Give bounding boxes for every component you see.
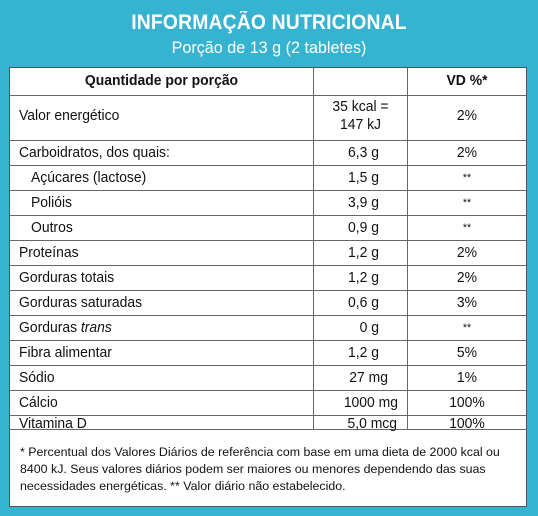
nutrient-name: Outros xyxy=(31,220,73,236)
nutrient-amount: 3,9 g xyxy=(348,195,379,211)
nutrient-vd: 5% xyxy=(456,345,478,361)
nutrient-name: Polióis xyxy=(31,195,73,211)
nutrient-vd: ** xyxy=(462,322,472,334)
header-vd: VD %* xyxy=(446,73,488,89)
nutrient-vd: 3% xyxy=(456,295,478,311)
nutrient-name: Gorduras trans xyxy=(19,320,112,336)
row-divider xyxy=(10,315,526,316)
row-divider xyxy=(10,290,526,291)
row-divider xyxy=(10,340,526,341)
nutrient-name: Gorduras totais xyxy=(19,270,115,286)
nutrient-amount: 35 kcal = xyxy=(332,99,389,115)
nutrient-vd: 2% xyxy=(456,145,478,161)
row-divider xyxy=(10,190,526,191)
nutrient-amount: 1000 mg xyxy=(343,395,398,411)
nutrient-amount: 1,5 g xyxy=(348,170,379,186)
nutrient-vd: ** xyxy=(462,197,472,209)
nutrient-amount: 6,3 g xyxy=(348,145,379,161)
row-divider xyxy=(10,265,526,266)
row-divider xyxy=(10,215,526,216)
nutrient-name-text: Gorduras xyxy=(19,320,81,336)
nutrient-vd: 2% xyxy=(456,108,478,124)
nutrient-vd: ** xyxy=(462,222,472,234)
nutrient-amount: 1,2 g xyxy=(348,270,379,286)
row-divider xyxy=(10,95,526,96)
nutrient-amount: 0 g xyxy=(359,320,379,336)
row-divider xyxy=(10,429,526,430)
nutrient-vd: 2% xyxy=(456,270,478,286)
nutrient-amount: 0,6 g xyxy=(348,295,379,311)
nutrient-amount: 5,0 mcg xyxy=(347,416,397,432)
serving-size: Porção de 13 g (2 tabletes) xyxy=(171,38,367,57)
nutrient-vd: 1% xyxy=(456,370,478,386)
row-divider xyxy=(10,240,526,241)
nutrient-vd: ** xyxy=(462,172,472,184)
nutrient-vd: 100% xyxy=(449,416,485,432)
nutrient-amount: 27 mg xyxy=(349,370,388,386)
nutrient-name: Valor energético xyxy=(19,108,120,124)
nutrient-amount-kj: 147 kJ xyxy=(339,117,382,133)
panel-title: INFORMAÇÃO NUTRICIONAL xyxy=(131,11,407,34)
footnote: * Percentual dos Valores Diários de refe… xyxy=(20,445,500,493)
nutrient-name: Cálcio xyxy=(19,395,58,411)
nutrient-name: Proteínas xyxy=(19,245,79,261)
nutrient-amount: 1,2 g xyxy=(348,245,379,261)
nutrient-vd: 2% xyxy=(456,245,478,261)
nutrient-name: Vitamina D xyxy=(19,416,87,432)
row-divider xyxy=(10,165,526,166)
nutrient-amount: 0,9 g xyxy=(348,220,379,236)
row-divider xyxy=(10,140,526,141)
row-divider xyxy=(10,415,526,416)
nutrient-vd: 100% xyxy=(449,395,485,411)
nutrient-name: Açúcares (lactose) xyxy=(31,170,147,186)
nutrient-name: Sódio xyxy=(19,370,55,386)
row-divider xyxy=(10,390,526,391)
nutrient-name-italic: trans xyxy=(80,320,112,336)
nutrition-table: Quantidade por porção VD %* Valor energé… xyxy=(9,67,527,507)
nutrient-name: Fibra alimentar xyxy=(19,345,112,361)
row-divider xyxy=(10,365,526,366)
column-divider-amount xyxy=(313,68,314,429)
column-divider-vd xyxy=(407,68,408,429)
header-quantity: Quantidade por porção xyxy=(84,73,239,89)
nutrient-name: Gorduras saturadas xyxy=(19,295,143,311)
nutrient-name: Carboidratos, dos quais: xyxy=(19,145,170,161)
nutrient-amount: 1,2 g xyxy=(348,345,379,361)
